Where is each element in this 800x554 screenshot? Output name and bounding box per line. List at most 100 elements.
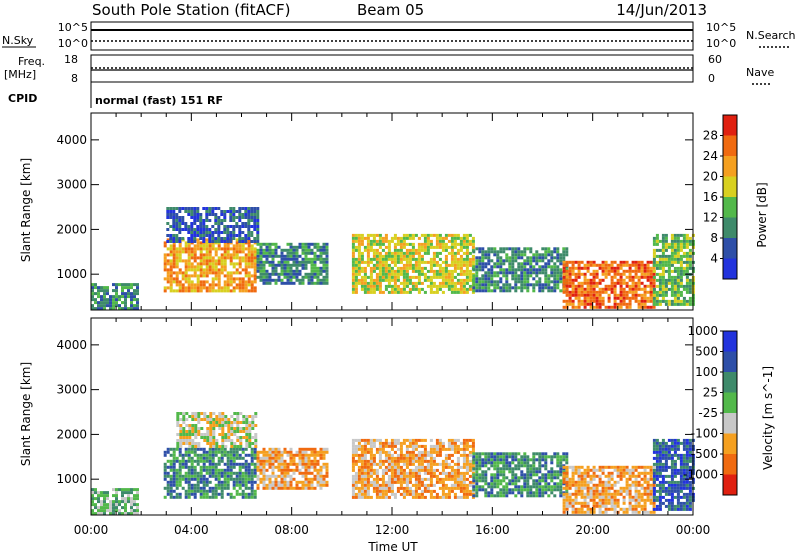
velocity-data-cell xyxy=(577,492,581,496)
power-data-cell xyxy=(363,281,367,285)
power-data-cell xyxy=(169,268,173,272)
velocity-data-cell xyxy=(514,455,518,459)
power-data-cell xyxy=(459,260,463,264)
power-data-cell xyxy=(319,281,323,285)
power-data-cell xyxy=(640,272,644,276)
power-data-cell xyxy=(646,266,650,270)
power-data-cell xyxy=(622,293,626,297)
power-data-cell xyxy=(619,272,623,276)
velocity-data-cell xyxy=(232,495,236,499)
power-data-cell xyxy=(384,236,388,240)
velocity-data-cell xyxy=(472,467,476,471)
velocity-data-cell xyxy=(193,471,197,475)
power-data-cell xyxy=(115,298,118,302)
velocity-data-cell xyxy=(106,509,109,513)
velocity-data-cell xyxy=(523,482,527,486)
power-data-cell xyxy=(223,280,227,284)
velocity-data-cell xyxy=(188,439,192,442)
velocity-data-cell xyxy=(227,418,231,421)
velocity-data-cell xyxy=(245,427,249,430)
power-data-cell xyxy=(432,272,436,276)
power-data-cell xyxy=(184,277,188,281)
velocity-data-cell xyxy=(322,456,326,460)
velocity-data-cell xyxy=(520,458,524,462)
velocity-data-cell xyxy=(304,456,308,460)
power-data-cell xyxy=(508,289,512,293)
velocity-data-cell xyxy=(286,450,290,454)
velocity-data-cell xyxy=(280,486,284,490)
velocity-data-cell xyxy=(450,447,454,451)
velocity-data-cell xyxy=(133,488,136,492)
velocity-data-cell xyxy=(214,492,218,496)
power-data-cell xyxy=(667,254,671,258)
velocity-data-cell xyxy=(220,483,224,487)
velocity-data-cell xyxy=(124,500,127,504)
velocity-data-cell xyxy=(393,456,397,460)
velocity-data-cell xyxy=(233,442,237,445)
power-data-cell xyxy=(226,210,230,213)
power-data-cell xyxy=(238,210,242,213)
velocity-data-cell xyxy=(319,486,323,490)
power-data-cell xyxy=(250,262,254,266)
power-data-cell xyxy=(604,272,608,276)
power-data-cell xyxy=(217,244,221,248)
power-data-cell xyxy=(550,268,554,272)
power-data-cell xyxy=(289,278,293,282)
power-data-cell xyxy=(184,268,188,272)
power-data-cell xyxy=(607,293,611,297)
velocity-data-cell xyxy=(178,462,182,466)
power-data-cell xyxy=(100,301,103,305)
velocity-data-cell xyxy=(196,462,200,466)
velocity-data-cell xyxy=(478,467,482,471)
velocity-data-cell xyxy=(393,441,397,445)
power-data-cell xyxy=(238,228,242,231)
power-data-cell xyxy=(402,269,406,273)
velocity-data-cell xyxy=(535,491,539,495)
power-data-cell xyxy=(223,259,227,263)
power-data-cell xyxy=(280,281,284,285)
power-data-cell xyxy=(613,266,617,270)
power-data-cell xyxy=(673,284,677,288)
velocity-data-cell xyxy=(242,427,246,430)
power-data-cell xyxy=(414,281,418,285)
power-data-cell xyxy=(670,293,674,297)
power-data-cell xyxy=(598,293,602,297)
velocity-data-cell xyxy=(465,462,469,466)
power-data-cell xyxy=(586,266,590,270)
velocity-data-cell xyxy=(438,438,442,442)
power-data-cell xyxy=(426,260,430,264)
velocity-data-cell xyxy=(417,483,421,487)
power-data-cell xyxy=(423,272,427,276)
power-data-cell xyxy=(562,260,566,264)
velocity-data-cell xyxy=(402,486,406,490)
power-data-cell xyxy=(493,274,497,278)
power-data-cell xyxy=(175,234,179,237)
power-data-cell xyxy=(360,242,364,246)
power-data-cell xyxy=(432,290,436,294)
velocity-data-cell xyxy=(169,453,173,457)
power-data-cell xyxy=(366,251,370,255)
power-data-cell xyxy=(643,296,647,300)
power-data-cell xyxy=(661,236,665,240)
velocity-data-cell xyxy=(200,412,204,415)
power-data-cell xyxy=(435,245,439,249)
power-data-cell xyxy=(646,284,650,288)
power-data-cell xyxy=(571,290,575,294)
velocity-data-cell xyxy=(441,480,445,484)
power-data-cell xyxy=(402,245,406,249)
power-data-cell xyxy=(220,237,224,240)
velocity-data-cell xyxy=(304,459,308,463)
power-data-cell xyxy=(490,277,494,281)
velocity-data-cell xyxy=(459,441,463,445)
power-data-cell xyxy=(592,281,596,285)
power-data-cell xyxy=(256,228,260,231)
velocity-data-cell xyxy=(453,450,457,454)
velocity-data-cell xyxy=(553,452,557,456)
power-data-cell xyxy=(453,266,457,270)
velocity-data-cell xyxy=(574,480,578,484)
power-data-cell xyxy=(229,234,233,237)
velocity-data-cell xyxy=(471,480,475,484)
power-data-cell xyxy=(351,260,355,264)
power-data-cell xyxy=(202,244,206,248)
